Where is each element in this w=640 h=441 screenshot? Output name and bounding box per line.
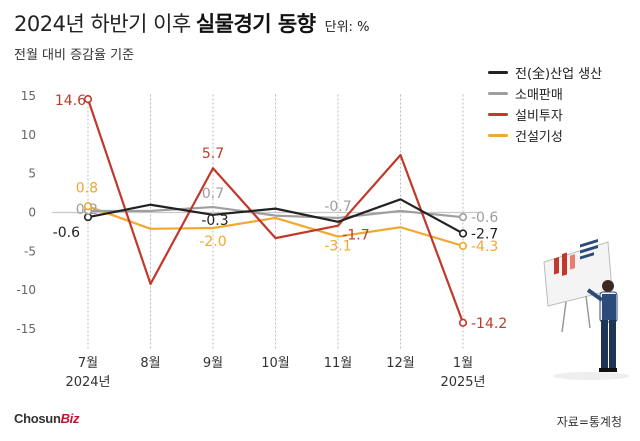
x-tick-label: 12월 xyxy=(386,356,415,371)
y-tick-label: 10 xyxy=(21,128,36,142)
legend-label: 전(全)산업 생산 xyxy=(515,67,603,82)
y-tick-label: -5 xyxy=(24,244,36,258)
data-label: 0.8 xyxy=(76,180,98,196)
x-tick-label: 9월 xyxy=(203,356,223,371)
x-axis-ticks: 7월 8월 9월 10월 11월 12월 1월 2024년 2025년 xyxy=(65,356,485,390)
title-light: 2024년 하반기 이후 xyxy=(14,12,191,36)
legend-item: 건설기성 xyxy=(488,125,602,146)
legend-item: 소매판매 xyxy=(488,83,602,104)
data-label: -14.2 xyxy=(471,316,507,332)
legend-label: 설비투자 xyxy=(515,109,563,124)
x-tick-label: 11월 xyxy=(324,356,353,371)
y-tick-label: -10 xyxy=(16,283,36,297)
unit-label: 단위: % xyxy=(324,20,370,35)
series-marker xyxy=(83,202,93,211)
data-label: -3.1 xyxy=(324,239,351,255)
data-label: 0.2 xyxy=(76,202,98,218)
x-year-label: 2024년 xyxy=(65,375,110,390)
series-marker xyxy=(458,318,468,327)
x-tick-label: 8월 xyxy=(140,356,160,371)
data-label: -0.7 xyxy=(324,199,351,215)
category-guides xyxy=(87,94,464,350)
series-marker xyxy=(458,213,468,222)
y-tick-label: 15 xyxy=(21,89,36,103)
series-markers xyxy=(83,95,468,327)
analyst-illustration xyxy=(543,239,629,380)
legend-item: 설비투자 xyxy=(488,104,602,125)
series-marker xyxy=(83,95,93,104)
legend-swatch xyxy=(488,113,508,116)
data-label: -1.7 xyxy=(342,228,369,244)
y-tick-label: 5 xyxy=(28,167,36,181)
series-line xyxy=(87,205,464,247)
series-line xyxy=(86,98,465,324)
data-label: -0.6 xyxy=(53,225,80,241)
legend-swatch xyxy=(488,134,508,137)
series-line xyxy=(87,198,464,235)
data-labels: 14.6 5.7 -1.7 -14.2 -0.6 -0.3 -2.7 0.2 0.7 -0.7 -0… xyxy=(53,93,508,332)
logo-accent: Biz xyxy=(60,411,80,426)
x-year-label: 2025년 xyxy=(440,375,485,390)
chosunbiz-logo: ChosunBiz xyxy=(14,411,79,426)
y-tick-label: -15 xyxy=(16,322,36,336)
x-tick-label: 1월 xyxy=(453,356,473,371)
x-tick-label: 7월 xyxy=(78,356,98,371)
source-note: 자료=통계청 xyxy=(556,415,622,429)
logo-main: Chosun xyxy=(14,411,61,426)
data-label: -0.3 xyxy=(201,213,228,229)
legend-item: 전(全)산업 생산 xyxy=(488,62,602,83)
analyst-figure-icon xyxy=(586,280,618,372)
series-marker xyxy=(458,241,468,250)
y-axis-ticks: 15 10 5 0 -5 -10 -15 xyxy=(16,89,36,336)
data-label: -2.7 xyxy=(471,226,498,242)
series-line xyxy=(88,205,464,220)
x-tick-label: 10월 xyxy=(261,356,290,371)
legend-label: 소매판매 xyxy=(515,88,563,103)
legend-label: 건설기성 xyxy=(515,130,563,145)
legend-swatch xyxy=(488,71,508,74)
data-label: -2.0 xyxy=(199,234,226,250)
series-lines xyxy=(86,98,465,324)
chart-title: 2024년 하반기 이후 실물경기 동향 단위: % xyxy=(14,8,369,38)
legend-swatch xyxy=(488,92,508,95)
chart-subtitle: 전월 대비 증감율 기준 xyxy=(14,48,135,63)
data-label: -4.3 xyxy=(471,239,498,255)
data-label: -0.6 xyxy=(471,210,498,226)
data-label: 0.7 xyxy=(202,186,224,202)
title-bold: 실물경기 동향 xyxy=(195,12,316,36)
series-marker xyxy=(458,229,468,238)
data-label: 14.6 xyxy=(55,93,86,109)
y-tick-label: 0 xyxy=(28,206,36,220)
data-label: 5.7 xyxy=(202,146,224,162)
